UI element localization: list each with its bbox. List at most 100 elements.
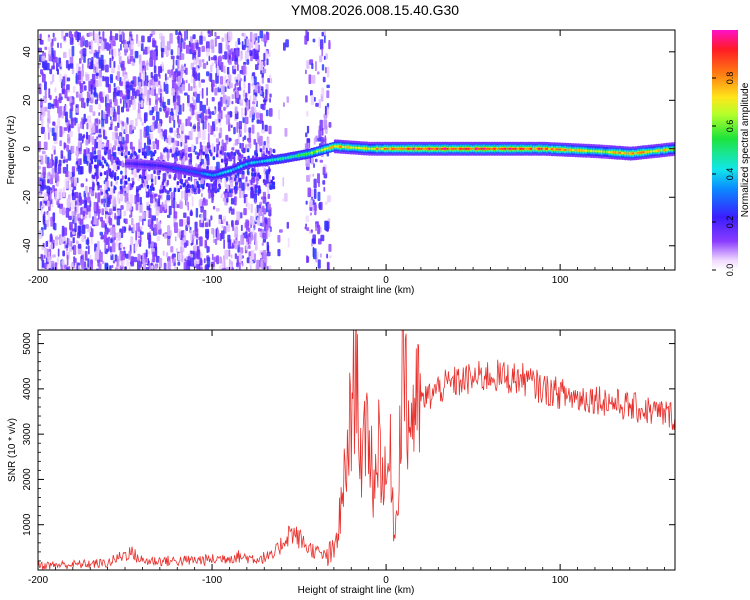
- noise-speck: [244, 38, 247, 48]
- noise-speck: [159, 189, 162, 194]
- noise-speck: [179, 201, 183, 209]
- noise-speck: [234, 253, 238, 259]
- noise-speck: [234, 227, 239, 238]
- ridge-cell: [352, 146, 356, 149]
- noise-speck: [253, 172, 257, 177]
- ridge-cell: [263, 159, 267, 163]
- noise-speck: [157, 175, 161, 180]
- noise-speck: [56, 181, 60, 187]
- noise-speck: [145, 174, 150, 181]
- noise-speck: [187, 147, 192, 152]
- ridge-cell: [148, 163, 152, 167]
- noise-speck: [208, 183, 213, 187]
- noise-speck: [57, 117, 61, 128]
- ridge-cell: [547, 147, 552, 151]
- noise-speck: [221, 139, 224, 147]
- noise-speck: [141, 151, 145, 156]
- noise-speck: [60, 150, 64, 159]
- ridge-cell: [493, 147, 497, 150]
- noise-speck: [148, 207, 152, 219]
- noise-speck: [277, 249, 281, 257]
- ridge-cell: [294, 155, 298, 158]
- noise-speck: [252, 216, 254, 226]
- noise-speck: [46, 162, 51, 169]
- noise-speck: [218, 42, 223, 54]
- noise-speck: [122, 32, 125, 42]
- noise-speck: [233, 69, 236, 75]
- noise-speck: [206, 182, 209, 187]
- noise-speck: [108, 240, 110, 251]
- noise-speck: [172, 74, 175, 80]
- noise-speck: [222, 54, 225, 60]
- noise-speck: [257, 35, 260, 43]
- noise-speck: [234, 239, 238, 250]
- noise-speck: [54, 56, 58, 63]
- noise-speck: [129, 264, 131, 270]
- noise-speck: [106, 171, 109, 180]
- noise-speck: [93, 201, 97, 213]
- noise-speck: [162, 101, 166, 109]
- noise-speck: [123, 100, 125, 109]
- noise-speck: [117, 209, 121, 216]
- noise-speck: [49, 68, 53, 75]
- noise-speck: [62, 159, 66, 164]
- ridge-cell: [561, 148, 565, 151]
- noise-speck: [183, 233, 186, 243]
- noise-speck: [82, 135, 84, 142]
- noise-speck: [233, 240, 236, 244]
- noise-speck: [169, 111, 174, 116]
- noise-speck: [231, 147, 235, 151]
- noise-speck: [147, 36, 151, 43]
- noise-speck: [146, 184, 150, 189]
- noise-speck: [215, 84, 217, 90]
- noise-speck: [158, 194, 162, 199]
- noise-speck: [204, 153, 208, 158]
- noise-speck: [112, 131, 116, 141]
- noise-speck: [48, 88, 51, 99]
- noise-speck: [224, 191, 228, 198]
- ridge-cell: [514, 147, 518, 150]
- noise-speck: [234, 181, 239, 185]
- noise-speck: [208, 246, 210, 253]
- noise-speck: [120, 126, 124, 132]
- noise-speck: [320, 234, 325, 242]
- noise-speck: [315, 135, 318, 142]
- colorbar-label: Normalized spectral amplitude: [740, 82, 750, 217]
- noise-speck: [105, 189, 108, 194]
- noise-speck: [141, 35, 145, 43]
- noise-speck: [244, 107, 247, 116]
- ridge-cell: [521, 147, 525, 150]
- noise-speck: [239, 142, 242, 149]
- noise-speck: [78, 126, 80, 135]
- noise-speck: [142, 218, 144, 226]
- noise-speck: [118, 160, 122, 166]
- noise-speck: [234, 139, 238, 146]
- noise-speck: [196, 114, 200, 122]
- noise-speck: [322, 76, 326, 83]
- ridge-cell: [477, 147, 481, 150]
- noise-speck: [238, 120, 242, 130]
- ridge-cell: [608, 151, 612, 154]
- noise-speck: [107, 236, 111, 241]
- noise-speck: [231, 51, 236, 61]
- noise-speck: [52, 254, 56, 258]
- noise-speck: [166, 151, 170, 162]
- noise-speck: [127, 89, 131, 100]
- colorbar-tick-label: 0.8: [725, 72, 735, 85]
- noise-speck: [40, 101, 43, 106]
- ridge-cell: [454, 147, 458, 150]
- noise-speck: [146, 60, 149, 71]
- noise-speck: [96, 268, 99, 270]
- noise-speck: [212, 156, 216, 161]
- noise-speck: [191, 74, 193, 84]
- noise-speck: [131, 80, 135, 85]
- noise-speck: [176, 204, 181, 208]
- ridge-cell: [542, 147, 546, 150]
- noise-speck: [267, 150, 271, 155]
- noise-speck: [182, 103, 185, 112]
- noise-speck: [119, 265, 124, 269]
- noise-speck: [192, 34, 196, 40]
- ridge-cell: [229, 169, 233, 172]
- noise-speck: [120, 243, 124, 249]
- noise-speck: [117, 112, 120, 123]
